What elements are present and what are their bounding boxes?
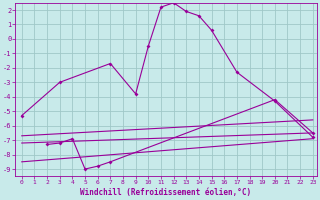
X-axis label: Windchill (Refroidissement éolien,°C): Windchill (Refroidissement éolien,°C) (80, 188, 252, 197)
